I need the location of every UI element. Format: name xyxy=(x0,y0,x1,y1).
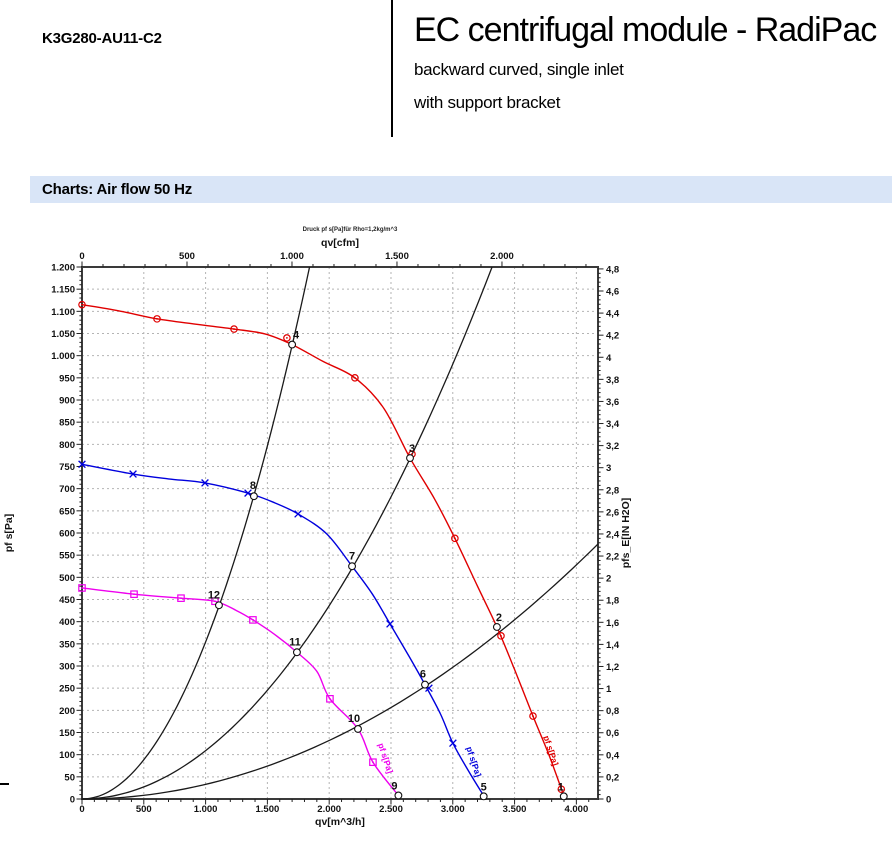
product-code: K3G280-AU11-C2 xyxy=(42,30,162,47)
title-block: EC centrifugal module - RadiPac backward… xyxy=(414,10,892,113)
page-subtitle-2: with support bracket xyxy=(414,92,561,112)
svg-text:2: 2 xyxy=(606,574,611,585)
svg-text:850: 850 xyxy=(59,418,75,429)
svg-text:100: 100 xyxy=(59,750,75,761)
svg-text:0: 0 xyxy=(70,795,75,806)
svg-text:2.000: 2.000 xyxy=(490,251,514,262)
svg-text:2: 2 xyxy=(496,612,502,624)
svg-text:3.000: 3.000 xyxy=(441,804,465,815)
svg-text:1.150: 1.150 xyxy=(51,285,75,296)
svg-text:10: 10 xyxy=(348,713,360,725)
section-header-bar: Charts: Air flow 50 Hz xyxy=(30,176,892,203)
svg-text:pf s[Pa]: pf s[Pa] xyxy=(376,742,395,775)
svg-text:4.000: 4.000 xyxy=(564,804,588,815)
svg-text:700: 700 xyxy=(59,484,75,495)
svg-text:5: 5 xyxy=(481,781,487,793)
svg-text:0,4: 0,4 xyxy=(606,750,620,761)
svg-text:0,6: 0,6 xyxy=(606,728,619,739)
svg-text:11: 11 xyxy=(289,636,301,648)
section-title: Charts: Air flow 50 Hz xyxy=(42,181,193,198)
header-divider xyxy=(391,0,393,137)
svg-text:500: 500 xyxy=(136,804,152,815)
svg-text:1.050: 1.050 xyxy=(51,329,75,340)
svg-text:pf s[Pa]: pf s[Pa] xyxy=(3,514,15,553)
svg-text:650: 650 xyxy=(59,506,75,517)
svg-text:8: 8 xyxy=(250,480,256,492)
svg-text:200: 200 xyxy=(59,706,75,717)
svg-text:800: 800 xyxy=(59,440,75,451)
svg-text:0: 0 xyxy=(79,804,84,815)
svg-text:1.000: 1.000 xyxy=(280,251,304,262)
svg-text:550: 550 xyxy=(59,551,75,562)
svg-text:7: 7 xyxy=(349,550,355,562)
svg-text:2,2: 2,2 xyxy=(606,552,619,563)
svg-text:1.100: 1.100 xyxy=(51,307,75,318)
svg-text:2,8: 2,8 xyxy=(606,485,619,496)
svg-text:3.500: 3.500 xyxy=(503,804,527,815)
svg-text:150: 150 xyxy=(59,728,75,739)
svg-text:3,8: 3,8 xyxy=(606,375,619,386)
svg-text:3,4: 3,4 xyxy=(606,419,620,430)
svg-text:pfs_E[IN H2O]: pfs_E[IN H2O] xyxy=(620,498,632,569)
page-title: EC centrifugal module - RadiPac xyxy=(414,11,877,49)
svg-text:4,8: 4,8 xyxy=(606,264,619,275)
svg-text:1.000: 1.000 xyxy=(51,351,75,362)
svg-text:1: 1 xyxy=(558,781,564,793)
svg-text:2.500: 2.500 xyxy=(379,804,403,815)
svg-text:qv[cfm]: qv[cfm] xyxy=(321,237,359,249)
svg-text:1.200: 1.200 xyxy=(51,263,75,274)
svg-text:9: 9 xyxy=(391,780,397,792)
svg-text:3: 3 xyxy=(409,443,415,455)
svg-text:qv[m^3/h]: qv[m^3/h] xyxy=(315,816,365,828)
svg-text:pf s[Pa]: pf s[Pa] xyxy=(541,734,560,767)
svg-text:50: 50 xyxy=(64,772,75,783)
svg-text:2,4: 2,4 xyxy=(606,529,620,540)
svg-text:4,4: 4,4 xyxy=(606,309,620,320)
svg-text:400: 400 xyxy=(59,617,75,628)
svg-text:1.500: 1.500 xyxy=(255,804,279,815)
svg-text:500: 500 xyxy=(59,573,75,584)
svg-text:0,2: 0,2 xyxy=(606,772,619,783)
svg-text:350: 350 xyxy=(59,639,75,650)
svg-text:2,6: 2,6 xyxy=(606,507,619,518)
svg-text:3,2: 3,2 xyxy=(606,441,619,452)
svg-text:6: 6 xyxy=(420,669,426,681)
svg-text:4,6: 4,6 xyxy=(606,287,619,298)
svg-text:300: 300 xyxy=(59,662,75,673)
svg-text:1.500: 1.500 xyxy=(385,251,409,262)
svg-text:12: 12 xyxy=(208,589,220,601)
svg-text:1: 1 xyxy=(606,684,612,695)
svg-text:2.000: 2.000 xyxy=(317,804,341,815)
svg-text:3,6: 3,6 xyxy=(606,397,619,408)
page-subtitle-1: backward curved, single inlet xyxy=(414,59,624,79)
svg-text:600: 600 xyxy=(59,529,75,540)
svg-text:900: 900 xyxy=(59,396,75,407)
svg-text:1,4: 1,4 xyxy=(606,640,620,651)
svg-text:3: 3 xyxy=(606,463,611,474)
svg-text:0,8: 0,8 xyxy=(606,706,619,717)
svg-text:Druck pf s[Pa]für Rho=1,2kg/m^: Druck pf s[Pa]für Rho=1,2kg/m^3 xyxy=(303,227,398,233)
svg-text:pf s[Pa]: pf s[Pa] xyxy=(464,745,483,778)
svg-text:1,2: 1,2 xyxy=(606,662,619,673)
crop-mark xyxy=(0,783,9,785)
svg-text:1,8: 1,8 xyxy=(606,596,619,607)
svg-text:4,2: 4,2 xyxy=(606,331,619,342)
svg-text:1,6: 1,6 xyxy=(606,618,619,629)
svg-text:4: 4 xyxy=(293,330,300,342)
svg-text:0: 0 xyxy=(606,795,611,806)
svg-text:950: 950 xyxy=(59,373,75,384)
svg-text:750: 750 xyxy=(59,462,75,473)
svg-text:500: 500 xyxy=(179,251,195,262)
svg-text:1.000: 1.000 xyxy=(194,804,218,815)
svg-text:0: 0 xyxy=(79,251,84,262)
svg-text:250: 250 xyxy=(59,684,75,695)
svg-text:450: 450 xyxy=(59,595,75,606)
svg-text:4: 4 xyxy=(606,353,612,364)
